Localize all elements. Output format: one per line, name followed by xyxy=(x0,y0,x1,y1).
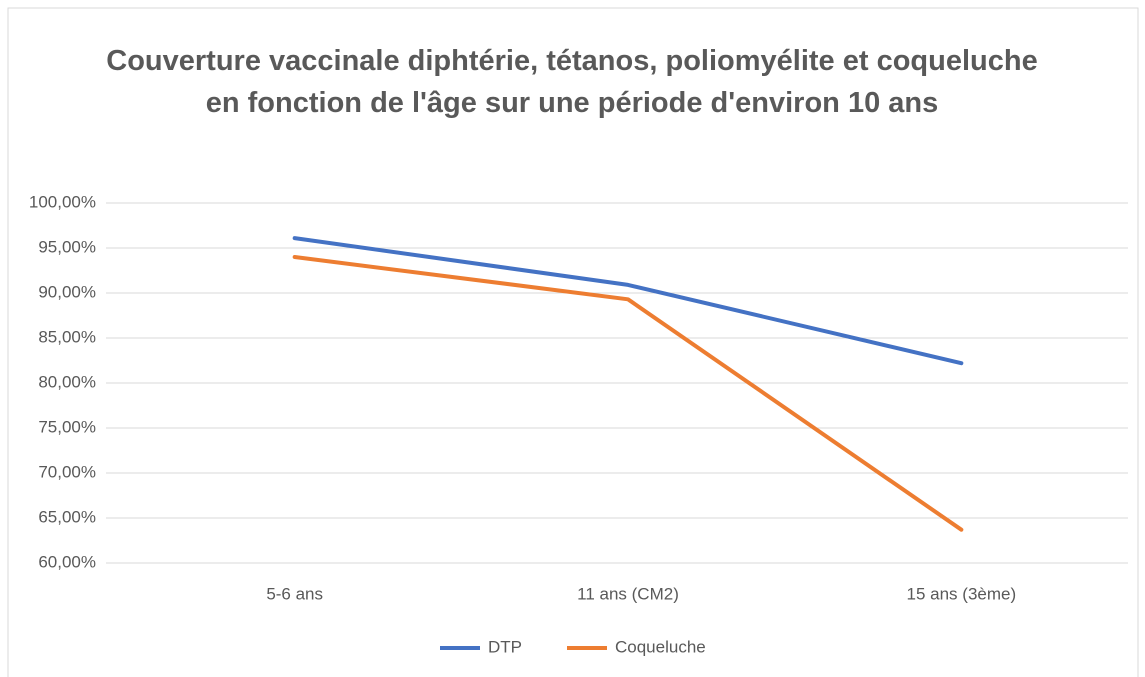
x-tick-label: 5-6 ans xyxy=(266,584,323,603)
y-tick-label: 65,00% xyxy=(38,507,96,526)
y-tick-label: 95,00% xyxy=(38,237,96,256)
y-tick-label: 75,00% xyxy=(38,417,96,436)
y-tick-label: 60,00% xyxy=(38,552,96,571)
x-tick-label: 11 ans (CM2) xyxy=(577,584,679,603)
chart-border xyxy=(7,7,1139,677)
x-tick-label: 15 ans (3ème) xyxy=(907,584,1017,603)
series-line xyxy=(292,236,964,366)
y-tick-label: 100,00% xyxy=(29,192,96,211)
y-tick-label: 70,00% xyxy=(38,462,96,481)
y-tick-label: 90,00% xyxy=(38,282,96,301)
y-tick-label: 80,00% xyxy=(38,372,96,391)
chart-title: Couverture vaccinale diphtérie, tétanos,… xyxy=(106,45,1038,119)
series-line xyxy=(292,255,964,532)
legend-label: DTP xyxy=(488,637,522,656)
legend-label: Coqueluche xyxy=(615,637,706,656)
y-tick-label: 85,00% xyxy=(38,327,96,346)
